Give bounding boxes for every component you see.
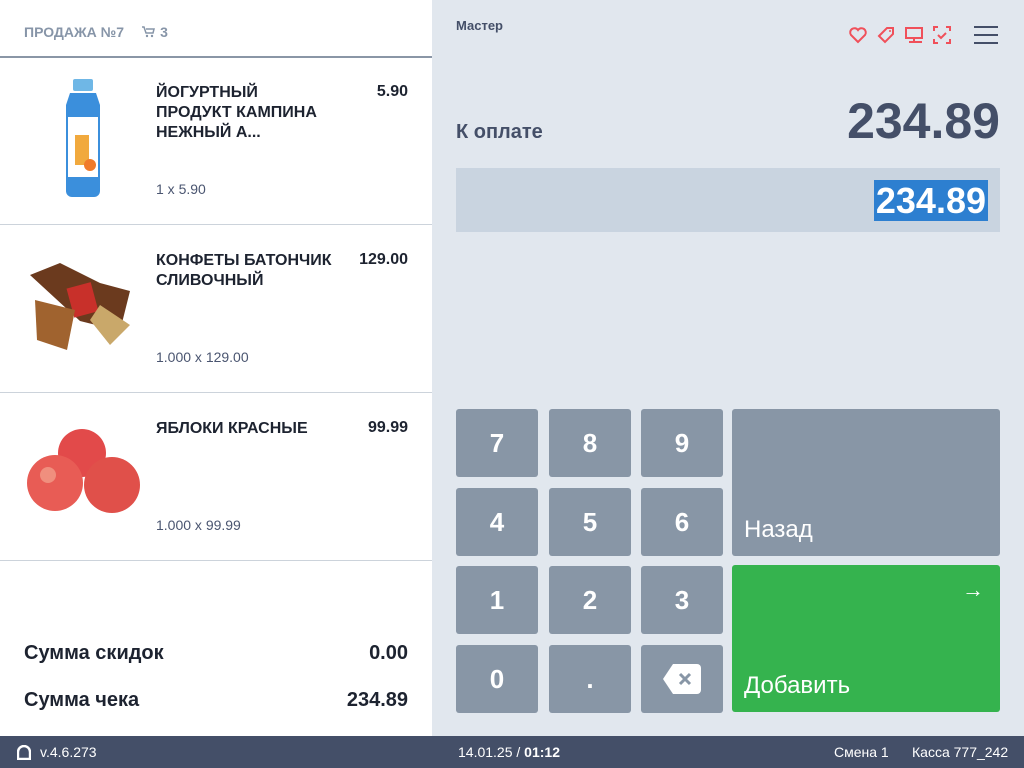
- time: 01:12: [524, 744, 560, 760]
- mode-label: Мастер: [456, 18, 503, 33]
- candy-image: [30, 263, 130, 350]
- key-9[interactable]: 9: [641, 409, 723, 477]
- logo-icon: [17, 745, 31, 760]
- cart-panel: ПРОДАЖА №7 3 ЙОГУРТНЫЙ ПРОДУКТ КАМПИНА Н…: [0, 0, 432, 736]
- key-2[interactable]: 2: [549, 566, 631, 634]
- cart-item[interactable]: КОНФЕТЫ БАТОНЧИК СЛИВОЧНЫЙ 129.00 1.000 …: [0, 225, 432, 393]
- item-name: КОНФЕТЫ БАТОНЧИК СЛИВОЧНЫЙ: [156, 252, 332, 289]
- cart-count: 3: [160, 24, 168, 40]
- total-row: Сумма чека 234.89: [24, 689, 408, 712]
- item-price: 99.99: [367, 419, 408, 436]
- key-8[interactable]: 8: [549, 409, 631, 477]
- discount-value: 0.00: [369, 642, 408, 664]
- item-qty: 1 x 5.90: [156, 181, 206, 197]
- key-0[interactable]: 0: [456, 645, 538, 713]
- cart-header: ПРОДАЖА №7 3: [24, 24, 168, 40]
- add-button[interactable]: → Добавить: [732, 565, 1000, 712]
- item-price: 129.00: [359, 251, 408, 268]
- item-name: ЙОГУРТНЫЙ ПРОДУКТ КАМПИНА НЕЖНЫЙ А...: [156, 84, 317, 141]
- arrow-right-icon: →: [962, 577, 984, 602]
- key-dot[interactable]: .: [549, 645, 631, 713]
- backspace-key[interactable]: [641, 645, 723, 713]
- key-6[interactable]: 6: [641, 488, 723, 556]
- date: 14.01.25: [458, 744, 513, 760]
- cart-item[interactable]: ЯБЛОКИ КРАСНЫЕ 99.99 1.000 x 99.99: [0, 393, 432, 561]
- total-value: 234.89: [346, 689, 408, 711]
- cart-icon: [142, 26, 156, 38]
- yogurt-bottle-image: [66, 79, 100, 197]
- menu-icon[interactable]: [974, 26, 998, 44]
- amount-input-value[interactable]: 234.89: [873, 180, 988, 221]
- back-button[interactable]: Назад: [732, 409, 1000, 556]
- backspace-icon: [663, 664, 701, 694]
- key-3[interactable]: 3: [641, 566, 723, 634]
- payment-panel: Мастер К оплате 234.89 234.89 7 8 9 4 5 …: [432, 0, 1024, 736]
- due-label: К оплате: [456, 121, 543, 143]
- total-label: Сумма чека: [24, 689, 140, 711]
- key-7[interactable]: 7: [456, 409, 538, 477]
- key-5[interactable]: 5: [549, 488, 631, 556]
- key-1[interactable]: 1: [456, 566, 538, 634]
- scan-check-icon[interactable]: [932, 25, 952, 45]
- add-label: Добавить: [744, 672, 851, 699]
- item-name: ЯБЛОКИ КРАСНЫЕ: [156, 420, 308, 437]
- back-label: Назад: [744, 516, 813, 543]
- divider: [0, 56, 432, 58]
- amount-input[interactable]: 234.89: [456, 168, 1000, 232]
- heart-icon[interactable]: [848, 25, 868, 45]
- sale-title: ПРОДАЖА №7: [24, 24, 125, 40]
- tag-icon[interactable]: [876, 25, 896, 45]
- discount-row: Сумма скидок 0.00: [24, 642, 408, 665]
- item-qty: 1.000 x 99.99: [156, 517, 241, 533]
- register: Касса 777_242: [912, 744, 1009, 760]
- due-amount: 234.89: [847, 93, 1000, 149]
- apples-image: [27, 429, 140, 513]
- cart-item[interactable]: ЙОГУРТНЫЙ ПРОДУКТ КАМПИНА НЕЖНЫЙ А... 5.…: [0, 57, 432, 225]
- status-bar: v.4.6.273 14.01.25 / 01:12 Смена 1 Касса…: [0, 736, 1024, 768]
- item-qty: 1.000 x 129.00: [156, 349, 249, 365]
- shift: Смена 1: [834, 744, 889, 760]
- monitor-icon[interactable]: [904, 25, 924, 45]
- key-4[interactable]: 4: [456, 488, 538, 556]
- item-price: 5.90: [376, 83, 408, 100]
- discount-label: Сумма скидок: [24, 642, 164, 664]
- version: v.4.6.273: [40, 744, 97, 760]
